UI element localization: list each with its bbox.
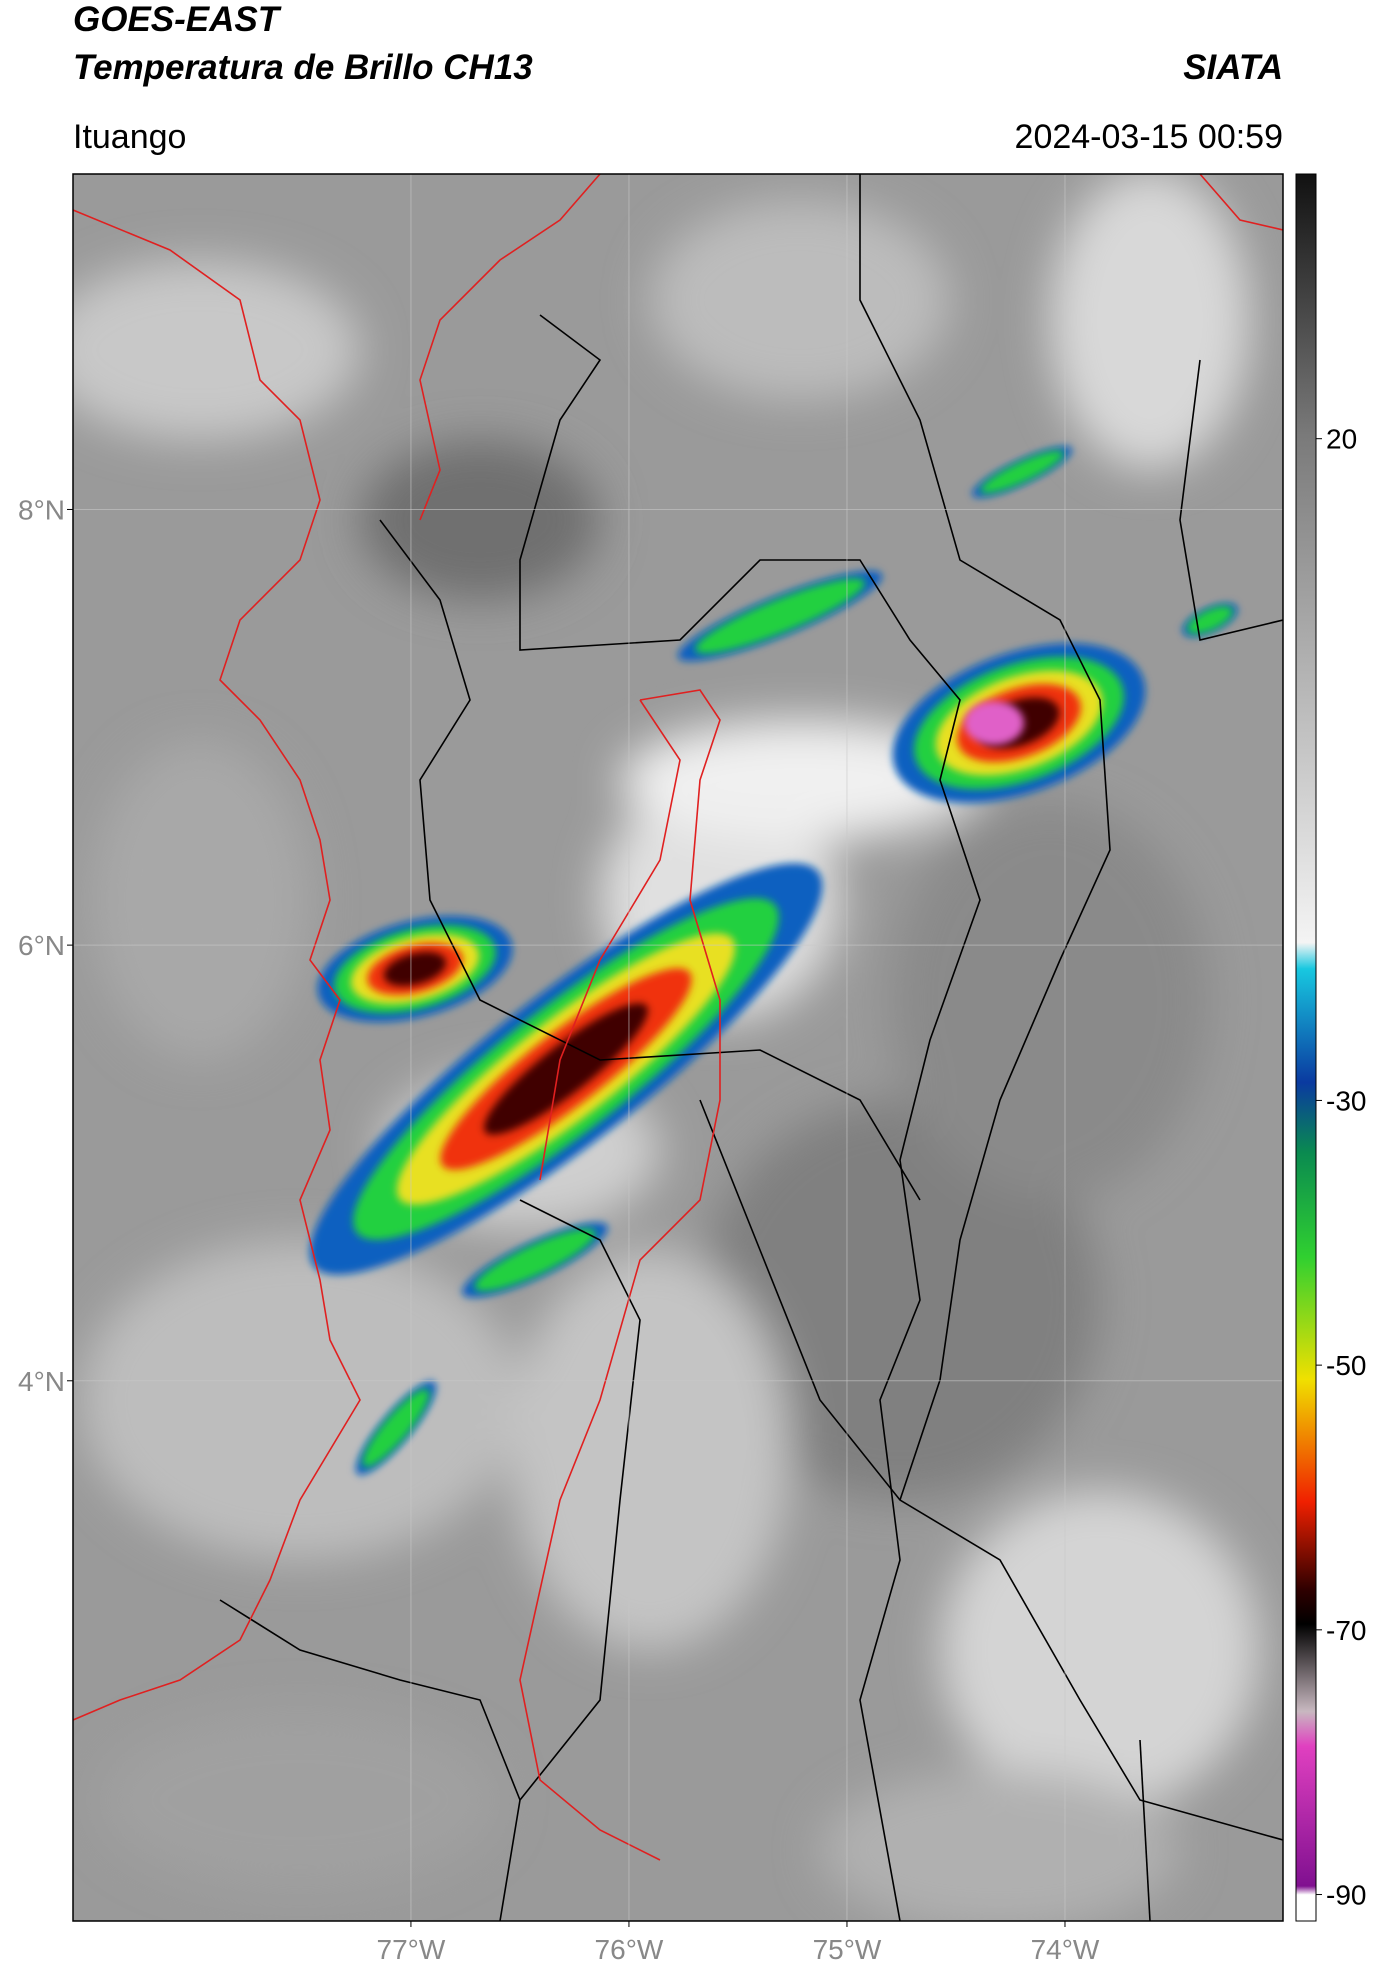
subtitle: Temperatura de Brillo CH13	[73, 48, 533, 87]
storm-cell	[483, 1003, 649, 1135]
cloud	[100, 1710, 500, 1890]
satellite-image	[73, 174, 1283, 1921]
y-tick-label: 4°N	[18, 1366, 65, 1397]
cloud	[940, 1490, 1260, 1810]
x-tick-label: 75°W	[813, 1934, 882, 1965]
storm-cell	[474, 1228, 596, 1292]
cloud	[360, 440, 600, 600]
cloud	[650, 200, 950, 400]
colorbar-tick-label: -50	[1326, 1350, 1366, 1381]
storm-cell	[980, 450, 1064, 494]
y-tick-label: 6°N	[18, 930, 65, 961]
cloud	[73, 260, 360, 440]
cloud	[820, 1770, 1180, 1921]
x-tick-label: 74°W	[1031, 1934, 1100, 1965]
cloud	[890, 800, 1210, 1200]
cloud	[700, 1100, 1100, 1500]
colorbar	[1295, 173, 1317, 1922]
storm-cell	[695, 578, 865, 654]
x-tick-label: 76°W	[595, 1934, 664, 1965]
storm-core	[964, 701, 1024, 745]
cloud	[510, 1250, 790, 1650]
cloud	[90, 740, 310, 1060]
title: GOES-EAST	[73, 0, 282, 39]
timestamp: 2024-03-15 00:59	[1015, 118, 1283, 156]
coast-and-boundary	[73, 174, 1283, 1861]
agency: SIATA	[1183, 48, 1283, 87]
colorbar-tick-label: -70	[1326, 1615, 1366, 1646]
colorbar-tick-label: -30	[1326, 1085, 1366, 1116]
storm-cell	[362, 1389, 430, 1467]
cloud	[1050, 174, 1250, 470]
x-tick-label: 77°W	[377, 1934, 446, 1965]
colorbar-tick-label: -90	[1326, 1880, 1366, 1911]
storm-cell	[383, 952, 447, 986]
borders	[219, 174, 1283, 1921]
colorbar-tick-label: 20	[1326, 424, 1357, 455]
location: Ituango	[73, 118, 186, 156]
y-tick-label: 8°N	[18, 494, 65, 525]
cloud	[80, 1240, 520, 1560]
map-frame	[72, 173, 1284, 1922]
